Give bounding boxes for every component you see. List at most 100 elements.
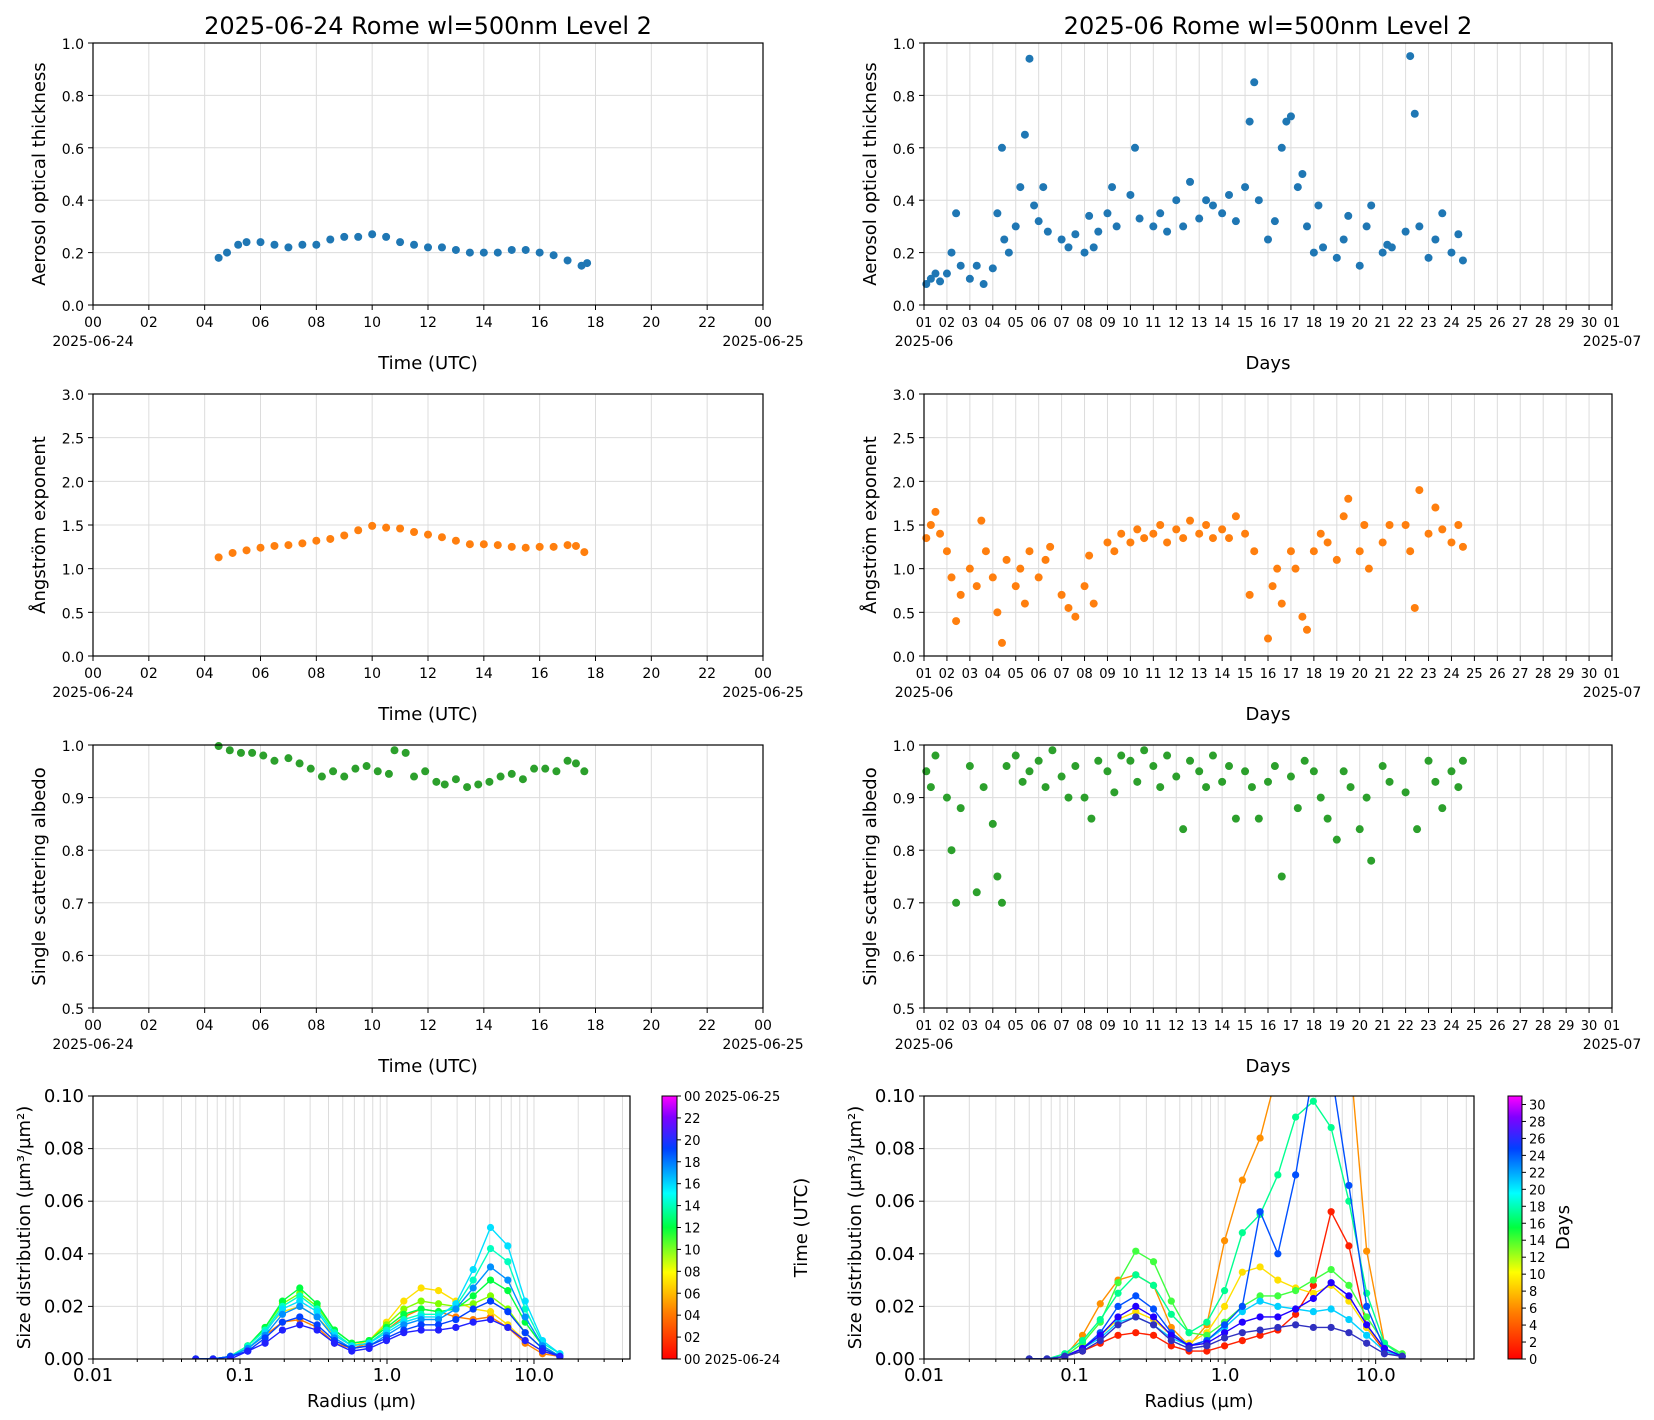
data-point	[340, 772, 349, 781]
colorbar-tick-label: 00 2025-06-25	[684, 1090, 780, 1105]
data-point	[463, 783, 472, 792]
data-point	[1030, 201, 1039, 210]
x-tick-label: 27	[1512, 316, 1529, 331]
data-point	[244, 1347, 252, 1355]
data-point	[1238, 1329, 1246, 1337]
colorbar-tick-label: 20	[1529, 1183, 1546, 1198]
series-line	[1029, 1096, 1403, 1359]
data-point	[1231, 217, 1240, 226]
x-tick-label: 09	[1099, 1019, 1116, 1034]
x-tick-label: 01	[916, 1019, 933, 1034]
plot-frame	[92, 744, 764, 1009]
x-tick-label: 16	[531, 666, 549, 682]
data-point	[1413, 825, 1422, 834]
data-point	[330, 1339, 339, 1347]
data-point	[1057, 235, 1066, 244]
data-point	[1256, 1208, 1264, 1216]
data-point	[362, 762, 371, 771]
x-sub-label-start: 2025-06-24	[52, 334, 133, 350]
data-point	[1292, 1040, 1299, 1047]
data-point	[1339, 512, 1348, 521]
x-tick-label: 02	[939, 1019, 956, 1034]
data-point	[1345, 1040, 1352, 1047]
data-point	[1203, 1342, 1211, 1350]
data-point	[465, 248, 474, 257]
data-point	[926, 783, 935, 792]
x-tick-label: 19	[1329, 1019, 1346, 1034]
data-point	[1274, 1323, 1282, 1332]
data-point	[434, 1321, 443, 1329]
data-point	[1328, 1066, 1335, 1073]
data-point	[1274, 1276, 1282, 1284]
data-point	[223, 248, 231, 257]
data-point	[1186, 756, 1195, 765]
y-axis-label: Aerosol optical thickness	[29, 62, 50, 285]
x-tick-label: 30	[1581, 667, 1598, 682]
x-tick-label: 10	[363, 666, 381, 682]
data-point	[1270, 217, 1279, 226]
data-point	[368, 230, 377, 239]
x-tick-label: 10	[1122, 1019, 1139, 1034]
x-tick-label: 14	[1214, 667, 1231, 682]
data-point	[1114, 1289, 1122, 1297]
data-point	[306, 764, 315, 773]
data-point	[1277, 143, 1286, 152]
data-point	[1282, 117, 1291, 126]
data-point	[1247, 783, 1256, 792]
colorbar-tick-label: 14	[1529, 1234, 1546, 1249]
data-point	[1363, 1339, 1371, 1347]
x-tick-label: 10	[363, 1018, 381, 1034]
data-point	[1378, 762, 1387, 771]
data-point	[1447, 767, 1456, 776]
data-point	[384, 769, 393, 778]
data-point	[956, 590, 965, 599]
y-tick-label: 0.5	[62, 606, 84, 622]
data-point	[563, 541, 572, 550]
y-tick-label: 0.9	[893, 792, 915, 808]
data-point	[410, 527, 419, 536]
data-point	[284, 243, 293, 252]
y-tick-label: 1.0	[893, 563, 915, 579]
y-tick-label: 0.02	[875, 1296, 915, 1317]
data-point	[259, 751, 268, 760]
data-point	[1346, 783, 1355, 792]
data-point	[504, 1258, 512, 1266]
data-point	[382, 232, 391, 241]
x-tick-label: 02	[140, 666, 158, 682]
data-point	[1367, 201, 1376, 210]
data-point	[1185, 1329, 1193, 1337]
colorbar-tick-label: 26	[1529, 1132, 1546, 1147]
data-point	[1156, 521, 1165, 529]
data-point	[469, 1284, 477, 1292]
colorbar-tick-label: 12	[684, 1222, 701, 1237]
x-tick-label: 05	[1007, 1019, 1024, 1034]
data-point	[1071, 230, 1080, 239]
data-point	[1309, 1323, 1317, 1332]
y-axis-label: Aerosol optical thickness	[860, 62, 881, 285]
data-point	[1096, 1315, 1104, 1324]
x-tick-label: 08	[307, 1018, 325, 1034]
data-point	[486, 1263, 495, 1271]
data-point	[1268, 582, 1277, 591]
y-tick-label: 0.8	[62, 844, 84, 860]
data-point	[228, 548, 237, 557]
data-point	[1327, 1305, 1335, 1313]
data-point	[1309, 1308, 1317, 1316]
data-point	[1130, 143, 1139, 152]
data-point	[993, 872, 1002, 881]
panel-7: 0.01 0.1 1.0 10.0 0.00 0.02 0.04 0.06 0.08 0.10 Ra…	[845, 1040, 1475, 1412]
data-point	[434, 1300, 443, 1308]
x-tick-label: 23	[1420, 316, 1437, 331]
y-tick-label: 0.02	[44, 1296, 84, 1317]
data-point	[434, 1315, 443, 1324]
data-point	[1149, 1313, 1158, 1321]
data-point	[993, 608, 1002, 617]
data-point	[298, 539, 307, 548]
data-point	[1327, 1208, 1335, 1216]
data-point	[284, 541, 293, 550]
data-point	[284, 754, 293, 763]
x-tick-label: 00	[754, 315, 772, 331]
data-point	[1431, 777, 1440, 786]
data-point	[988, 819, 997, 828]
